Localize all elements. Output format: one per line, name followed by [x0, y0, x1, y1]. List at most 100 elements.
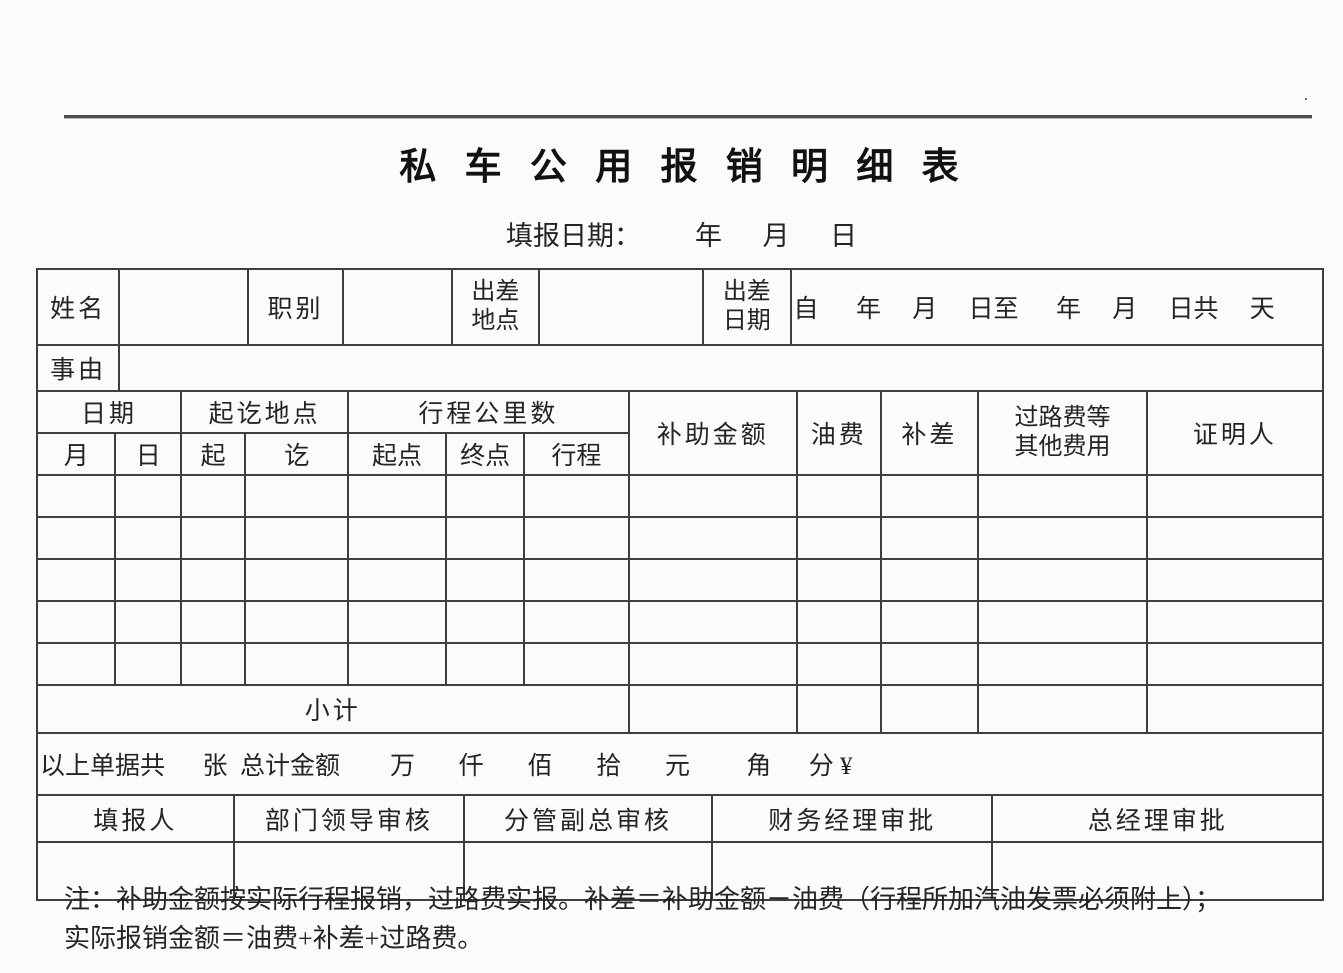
grid-empty-cell: [35, 516, 117, 560]
grid-empty-cell: [114, 516, 183, 560]
approval-header-row: 填报人 部门领导审核 分管副总审核 财务经理审批 总经理审批: [36, 794, 1324, 843]
trip-date-label-line2: 日期: [722, 308, 771, 334]
grid-empty-cell: [523, 642, 630, 686]
info-row: 姓名 职别 出差 地点 出差 日期 自 年 月 日至 年 月 日共 天: [35, 268, 1325, 346]
grid-empty-cell: [180, 474, 247, 518]
grid-empty-cell: [444, 474, 526, 518]
header-distance: 行程: [523, 432, 630, 476]
approval-table: 填报人 部门领导审核 分管副总审核 财务经理审批 总经理审批: [36, 794, 1324, 901]
grid-empty-cell: [35, 474, 117, 518]
grid-empty-cell: [347, 516, 447, 560]
grid-empty-cell: [347, 474, 447, 518]
grid-header-row-1: 日期 起讫地点 行程公里数 补助金额 油费 补差 过路费等 其他费用 证明人: [35, 390, 1325, 476]
grid-empty-cell: [1145, 516, 1325, 560]
grid-empty-cell: [244, 642, 350, 686]
footnote: 注：补助金额按实际行程报销，过路费实报。补差＝补助金额－油费（行程所加汽油发票必…: [64, 880, 1322, 958]
total-line-cell: 以上单据共 张 总计金额 万 仟 佰 拾 元 角 分 ¥: [36, 732, 1324, 796]
header-day: 日: [114, 432, 183, 476]
header-toll-line2: 其他费用: [1014, 434, 1111, 460]
grid-empty-cell: [180, 558, 247, 602]
approval-sign-cell: [36, 841, 235, 901]
grid-empty-cell: [627, 642, 798, 686]
grid-empty-cell: [1145, 558, 1325, 602]
header-from: 起: [180, 432, 247, 476]
subtotal-empty-cell: [879, 684, 980, 734]
grid-empty-cell: [35, 642, 117, 686]
total-row: 以上单据共 张 总计金额 万 仟 佰 拾 元 角 分 ¥: [36, 732, 1324, 796]
subtotal-row: 小计: [36, 684, 1325, 734]
grid-empty-cell: [523, 516, 630, 560]
approval-header-finance-manager: 财务经理审批: [711, 794, 994, 843]
approval-sign-cell: [991, 841, 1324, 901]
trip-date-range-cell: 自 年 月 日至 年 月 日共 天: [789, 268, 1325, 346]
grid-empty-cell: [977, 642, 1148, 686]
header-date-group: 日期: [35, 390, 183, 434]
subtotal-empty-cell: [1145, 684, 1325, 734]
grid-empty-cell: [444, 516, 526, 560]
grid-empty-cell: [879, 558, 980, 602]
header-difference: 补差: [879, 390, 980, 476]
trip-place-label-cell: 出差 地点: [451, 268, 540, 346]
grid-empty-cell: [180, 642, 247, 686]
grid-empty-cell: [114, 474, 183, 518]
expense-grid-table: 日期 起讫地点 行程公里数 补助金额 油费 补差 过路费等 其他费用 证明人 月…: [35, 390, 1325, 796]
position-label-cell: 职别: [246, 268, 345, 346]
header-fuel: 油费: [795, 390, 882, 476]
grid-empty-cell: [180, 600, 247, 644]
form-title: 私 车 公 用 报 销 明 细 表: [399, 146, 968, 187]
subtotal-empty-cell: [627, 684, 798, 734]
grid-empty-cell: [795, 642, 882, 686]
header-to: 讫: [244, 432, 350, 476]
grid-empty-cell: [879, 474, 980, 518]
subtotal-empty-cell: [795, 684, 882, 734]
grid-empty-cell: [444, 642, 526, 686]
reimbursement-form: 姓名 职别 出差 地点 出差 日期 自 年 月 日至 年 月 日共 天 事由: [35, 268, 1325, 901]
grid-empty-row: [35, 558, 1325, 602]
grid-empty-cell: [444, 600, 526, 644]
approval-sign-cell: [232, 841, 465, 901]
grid-empty-cell: [347, 600, 447, 644]
grid-empty-cell: [523, 474, 630, 518]
grid-empty-cell: [180, 516, 247, 560]
grid-empty-row: [35, 600, 1325, 644]
approval-sign-cell: [462, 841, 714, 901]
reason-value-cell: [118, 344, 1324, 392]
header-toll-line1: 过路费等: [1014, 405, 1111, 431]
approval-header-deputy-gm: 分管副总审核: [462, 794, 714, 843]
header-end: 终点: [444, 432, 526, 476]
grid-header-row-2: 月 日 起 讫 起点 终点 行程: [35, 432, 1323, 476]
grid-empty-cell: [627, 516, 798, 560]
corner-mark: ·: [1303, 88, 1309, 108]
approval-signature-row: [36, 841, 1324, 901]
grid-empty-cell: [1145, 474, 1325, 518]
grid-empty-cell: [347, 642, 447, 686]
header-route-group: 起讫地点: [180, 390, 350, 434]
fill-date-line: 填报日期： 年 月 日: [506, 221, 857, 251]
note-line1: 注：补助金额按实际行程报销，过路费实报。补差＝补助金额－油费（行程所加汽油发票必…: [64, 885, 1222, 914]
grid-empty-cell: [114, 642, 183, 686]
grid-empty-cell: [114, 600, 183, 644]
grid-empty-cell: [627, 558, 798, 602]
reason-row: 事由: [35, 344, 1324, 392]
trip-place-value-cell: [537, 268, 705, 346]
grid-empty-cell: [627, 600, 798, 644]
trip-place-label-line2: 地点: [471, 308, 520, 334]
grid-empty-cell: [244, 474, 350, 518]
approval-header-general-manager: 总经理审批: [991, 794, 1324, 843]
trip-date-label-line1: 出差: [722, 279, 771, 305]
approval-header-preparer: 填报人: [36, 794, 235, 843]
grid-empty-cell: [114, 558, 183, 602]
approval-sign-cell: [711, 841, 994, 901]
grid-empty-cell: [347, 558, 447, 602]
grid-empty-cell: [977, 516, 1148, 560]
grid-empty-cell: [244, 516, 350, 560]
subtotal-label-cell: 小计: [36, 684, 630, 734]
grid-empty-row: [35, 516, 1325, 560]
grid-empty-row: [35, 474, 1325, 518]
grid-empty-cell: [35, 558, 117, 602]
trip-place-label-line1: 出差: [471, 279, 520, 305]
grid-empty-cell: [795, 600, 882, 644]
grid-empty-cell: [627, 474, 798, 518]
grid-empty-cell: [1145, 642, 1325, 686]
reason-label-cell: 事由: [35, 344, 121, 392]
